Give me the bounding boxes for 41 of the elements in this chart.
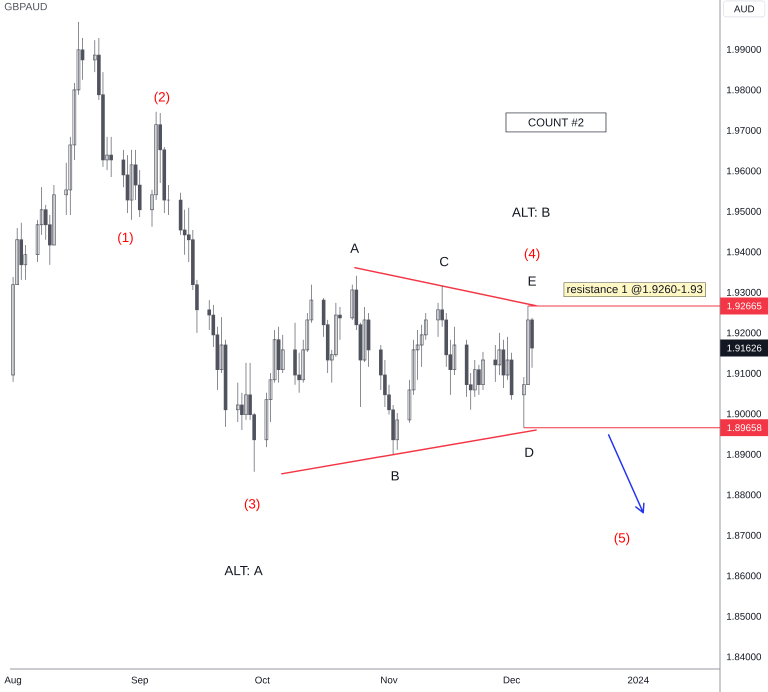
annotation: COUNT #2 (528, 118, 584, 126)
annotation: (5) (614, 532, 630, 546)
y-tick-label: 1.97000 (727, 126, 762, 134)
annotation: D (525, 448, 534, 457)
y-tick-label: 1.95000 (727, 208, 762, 215)
y-tick-label: 1.86000 (727, 572, 762, 580)
y-tick-label: 1.87000 (727, 532, 762, 539)
y-tick-label: 1.89000 (727, 450, 762, 458)
y-tick-label: 1.99000 (727, 46, 762, 53)
y-tick-label: 1.92000 (727, 329, 762, 336)
x-tick-label: Sep (132, 676, 148, 686)
y-tick-label: 1.88000 (727, 491, 762, 498)
x-tick-label: Dec (504, 676, 520, 684)
text: 1.91626 (727, 344, 762, 352)
y-tick-label: 1.90000 (727, 410, 762, 418)
chart-title: GBPAUD (4, 2, 47, 10)
y-axis-title: AUD (734, 6, 754, 12)
ref-line-label: 1.89658 (727, 424, 762, 432)
y-tick-label: 1.85000 (727, 612, 762, 620)
ref-line-label: 1.92665 (727, 302, 762, 310)
annotation: (3) (244, 498, 260, 512)
annotation: ALT: A (224, 566, 263, 576)
annotation: resistance 1 @1.9260-1.93 (567, 284, 702, 295)
annotation: C (440, 256, 448, 266)
y-tick-label: 1.96000 (727, 167, 762, 174)
annotation: (1) (118, 232, 133, 245)
annotation: E (528, 276, 536, 286)
y-tick-label: 1.84000 (727, 653, 762, 660)
annotation: A (350, 244, 360, 253)
annotation: (4) (524, 248, 540, 261)
annotation: ALT: B (512, 208, 550, 217)
x-tick-label: Nov (381, 676, 398, 684)
y-tick-label: 1.91000 (727, 370, 762, 377)
y-tick-label: 1.93000 (727, 288, 762, 296)
y-tick-label: 1.98000 (727, 86, 762, 94)
y-tick-label: 1.94000 (727, 248, 762, 256)
x-tick-label: Aug (4, 676, 22, 686)
annotation: B (392, 471, 399, 480)
x-tick-label: 2024 (628, 676, 649, 684)
annotation: (2) (154, 92, 170, 104)
x-tick-label: Oct (255, 676, 270, 684)
